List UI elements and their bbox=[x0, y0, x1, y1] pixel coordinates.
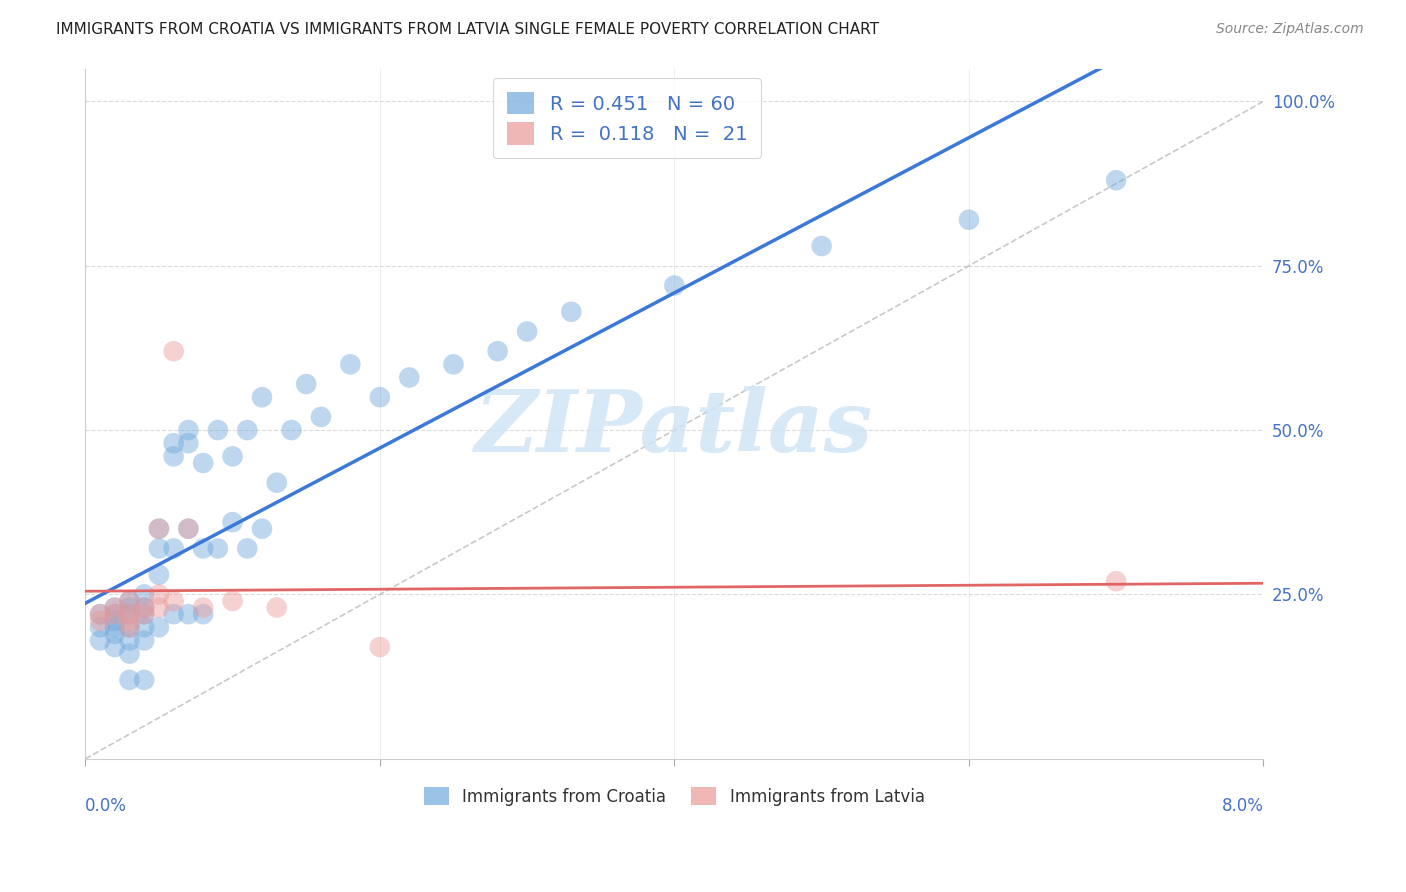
Point bbox=[250, 522, 273, 536]
Point bbox=[118, 594, 141, 608]
Point bbox=[134, 607, 156, 622]
Point bbox=[89, 620, 111, 634]
Point bbox=[118, 673, 141, 687]
Point bbox=[664, 278, 686, 293]
Point bbox=[236, 541, 259, 556]
Point bbox=[89, 633, 111, 648]
Point bbox=[148, 567, 170, 582]
Point bbox=[118, 607, 141, 622]
Text: Source: ZipAtlas.com: Source: ZipAtlas.com bbox=[1216, 22, 1364, 37]
Point bbox=[89, 607, 111, 622]
Point bbox=[104, 600, 127, 615]
Point bbox=[957, 212, 980, 227]
Point bbox=[177, 522, 200, 536]
Point bbox=[118, 620, 141, 634]
Point bbox=[295, 377, 318, 392]
Point bbox=[163, 607, 186, 622]
Point bbox=[118, 620, 141, 634]
Point bbox=[398, 370, 420, 384]
Point bbox=[1105, 574, 1128, 589]
Point bbox=[104, 620, 127, 634]
Point bbox=[118, 633, 141, 648]
Point bbox=[309, 409, 332, 424]
Point bbox=[1105, 173, 1128, 187]
Point bbox=[810, 239, 832, 253]
Point bbox=[191, 456, 214, 470]
Point bbox=[250, 390, 273, 404]
Point bbox=[148, 522, 170, 536]
Point bbox=[104, 640, 127, 654]
Point bbox=[266, 600, 288, 615]
Point bbox=[368, 640, 391, 654]
Point bbox=[134, 633, 156, 648]
Legend: Immigrants from Croatia, Immigrants from Latvia: Immigrants from Croatia, Immigrants from… bbox=[418, 780, 931, 813]
Point bbox=[163, 450, 186, 464]
Point bbox=[134, 600, 156, 615]
Point bbox=[221, 515, 243, 529]
Point bbox=[134, 673, 156, 687]
Point bbox=[89, 614, 111, 628]
Point bbox=[443, 357, 465, 371]
Text: 0.0%: 0.0% bbox=[86, 797, 127, 814]
Point bbox=[148, 600, 170, 615]
Point bbox=[163, 594, 186, 608]
Point bbox=[118, 614, 141, 628]
Point bbox=[221, 450, 243, 464]
Point bbox=[134, 620, 156, 634]
Point bbox=[134, 607, 156, 622]
Point bbox=[177, 607, 200, 622]
Point bbox=[207, 423, 229, 437]
Point bbox=[134, 587, 156, 601]
Point bbox=[163, 436, 186, 450]
Point bbox=[191, 600, 214, 615]
Point bbox=[118, 647, 141, 661]
Point bbox=[163, 541, 186, 556]
Point bbox=[148, 587, 170, 601]
Point bbox=[118, 607, 141, 622]
Point bbox=[104, 600, 127, 615]
Point bbox=[221, 594, 243, 608]
Point bbox=[236, 423, 259, 437]
Point bbox=[89, 607, 111, 622]
Point bbox=[560, 305, 582, 319]
Text: ZIPatlas: ZIPatlas bbox=[475, 385, 873, 469]
Point bbox=[134, 600, 156, 615]
Point bbox=[177, 522, 200, 536]
Point bbox=[339, 357, 361, 371]
Point bbox=[207, 541, 229, 556]
Point bbox=[280, 423, 302, 437]
Point bbox=[118, 600, 141, 615]
Point bbox=[177, 436, 200, 450]
Point bbox=[516, 325, 538, 339]
Point bbox=[148, 541, 170, 556]
Point bbox=[104, 614, 127, 628]
Point bbox=[177, 423, 200, 437]
Point bbox=[266, 475, 288, 490]
Point bbox=[486, 344, 509, 359]
Point bbox=[163, 344, 186, 359]
Point bbox=[191, 607, 214, 622]
Point bbox=[118, 594, 141, 608]
Text: IMMIGRANTS FROM CROATIA VS IMMIGRANTS FROM LATVIA SINGLE FEMALE POVERTY CORRELAT: IMMIGRANTS FROM CROATIA VS IMMIGRANTS FR… bbox=[56, 22, 879, 37]
Text: 8.0%: 8.0% bbox=[1222, 797, 1264, 814]
Point bbox=[191, 541, 214, 556]
Point bbox=[104, 607, 127, 622]
Point bbox=[104, 627, 127, 641]
Point bbox=[148, 620, 170, 634]
Point bbox=[148, 522, 170, 536]
Point bbox=[368, 390, 391, 404]
Point bbox=[104, 607, 127, 622]
